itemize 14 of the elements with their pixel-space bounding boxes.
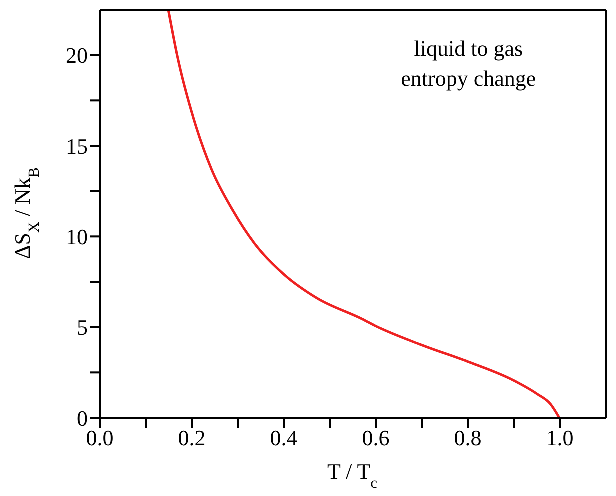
- x-tick-label: 0.8: [454, 426, 482, 451]
- y-tick-label: 5: [77, 315, 88, 340]
- x-tick-label: 0.2: [178, 426, 206, 451]
- y-tick-label: 10: [66, 224, 88, 250]
- y-tick-label: 15: [66, 134, 88, 159]
- x-tick-label: 0.4: [270, 426, 298, 451]
- x-tick-label: 1.0: [546, 426, 574, 451]
- x-axis-title: T / T$_{c}$: [327, 459, 378, 492]
- x-tick-label: 0.6: [362, 426, 390, 451]
- y-tick-label: 0: [77, 406, 88, 431]
- y-tick-label: 20: [66, 43, 88, 68]
- x-tick-label: 0.0: [86, 426, 114, 451]
- line-series: [167, 10, 561, 418]
- annotation: liquid to gas entropy change: [401, 36, 536, 91]
